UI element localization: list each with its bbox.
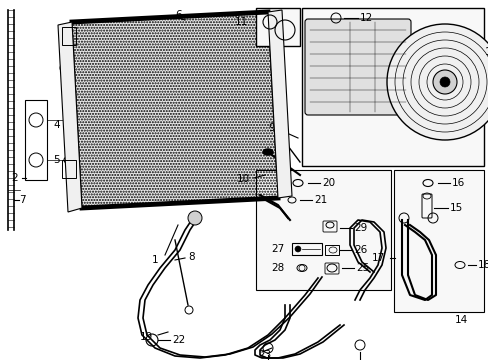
Text: 29: 29 <box>353 223 366 233</box>
Text: 15: 15 <box>449 203 462 213</box>
Text: 18: 18 <box>477 260 488 270</box>
Bar <box>62 27 76 45</box>
Circle shape <box>294 246 301 252</box>
Text: 17: 17 <box>371 253 384 263</box>
Text: 25: 25 <box>355 263 368 273</box>
Text: 7: 7 <box>19 195 25 205</box>
Text: 28: 28 <box>270 263 284 273</box>
Text: 10: 10 <box>236 174 249 184</box>
Text: 6: 6 <box>175 10 181 20</box>
Polygon shape <box>72 12 278 208</box>
Text: 9: 9 <box>268 123 274 133</box>
Bar <box>256 170 390 290</box>
Polygon shape <box>58 22 82 212</box>
Circle shape <box>439 77 449 87</box>
Text: 26: 26 <box>353 245 366 255</box>
Bar <box>25 100 47 180</box>
Bar <box>256 8 299 46</box>
Text: 4: 4 <box>53 120 60 130</box>
Bar <box>325 245 338 255</box>
Text: 1: 1 <box>151 255 158 265</box>
Text: 13: 13 <box>484 47 488 57</box>
Text: 19: 19 <box>140 332 153 342</box>
Ellipse shape <box>263 149 272 155</box>
Circle shape <box>187 211 202 225</box>
Text: 20: 20 <box>321 178 334 188</box>
Polygon shape <box>267 10 291 198</box>
Bar <box>291 243 321 255</box>
Text: 5: 5 <box>53 155 60 165</box>
Text: 11: 11 <box>234 17 247 27</box>
FancyBboxPatch shape <box>305 19 410 115</box>
Text: 16: 16 <box>451 178 464 188</box>
Bar <box>393 170 483 312</box>
Bar <box>302 8 483 166</box>
Bar <box>62 160 76 178</box>
Text: 8: 8 <box>187 252 194 262</box>
Text: 27: 27 <box>270 244 284 254</box>
Text: 23: 23 <box>258 350 271 360</box>
Circle shape <box>432 70 456 94</box>
Text: 2: 2 <box>11 173 18 183</box>
Text: 22: 22 <box>172 335 185 345</box>
Circle shape <box>386 24 488 140</box>
Text: 12: 12 <box>359 13 372 23</box>
Text: 14: 14 <box>454 315 468 325</box>
Text: 3: 3 <box>64 47 71 57</box>
Text: 21: 21 <box>313 195 326 205</box>
